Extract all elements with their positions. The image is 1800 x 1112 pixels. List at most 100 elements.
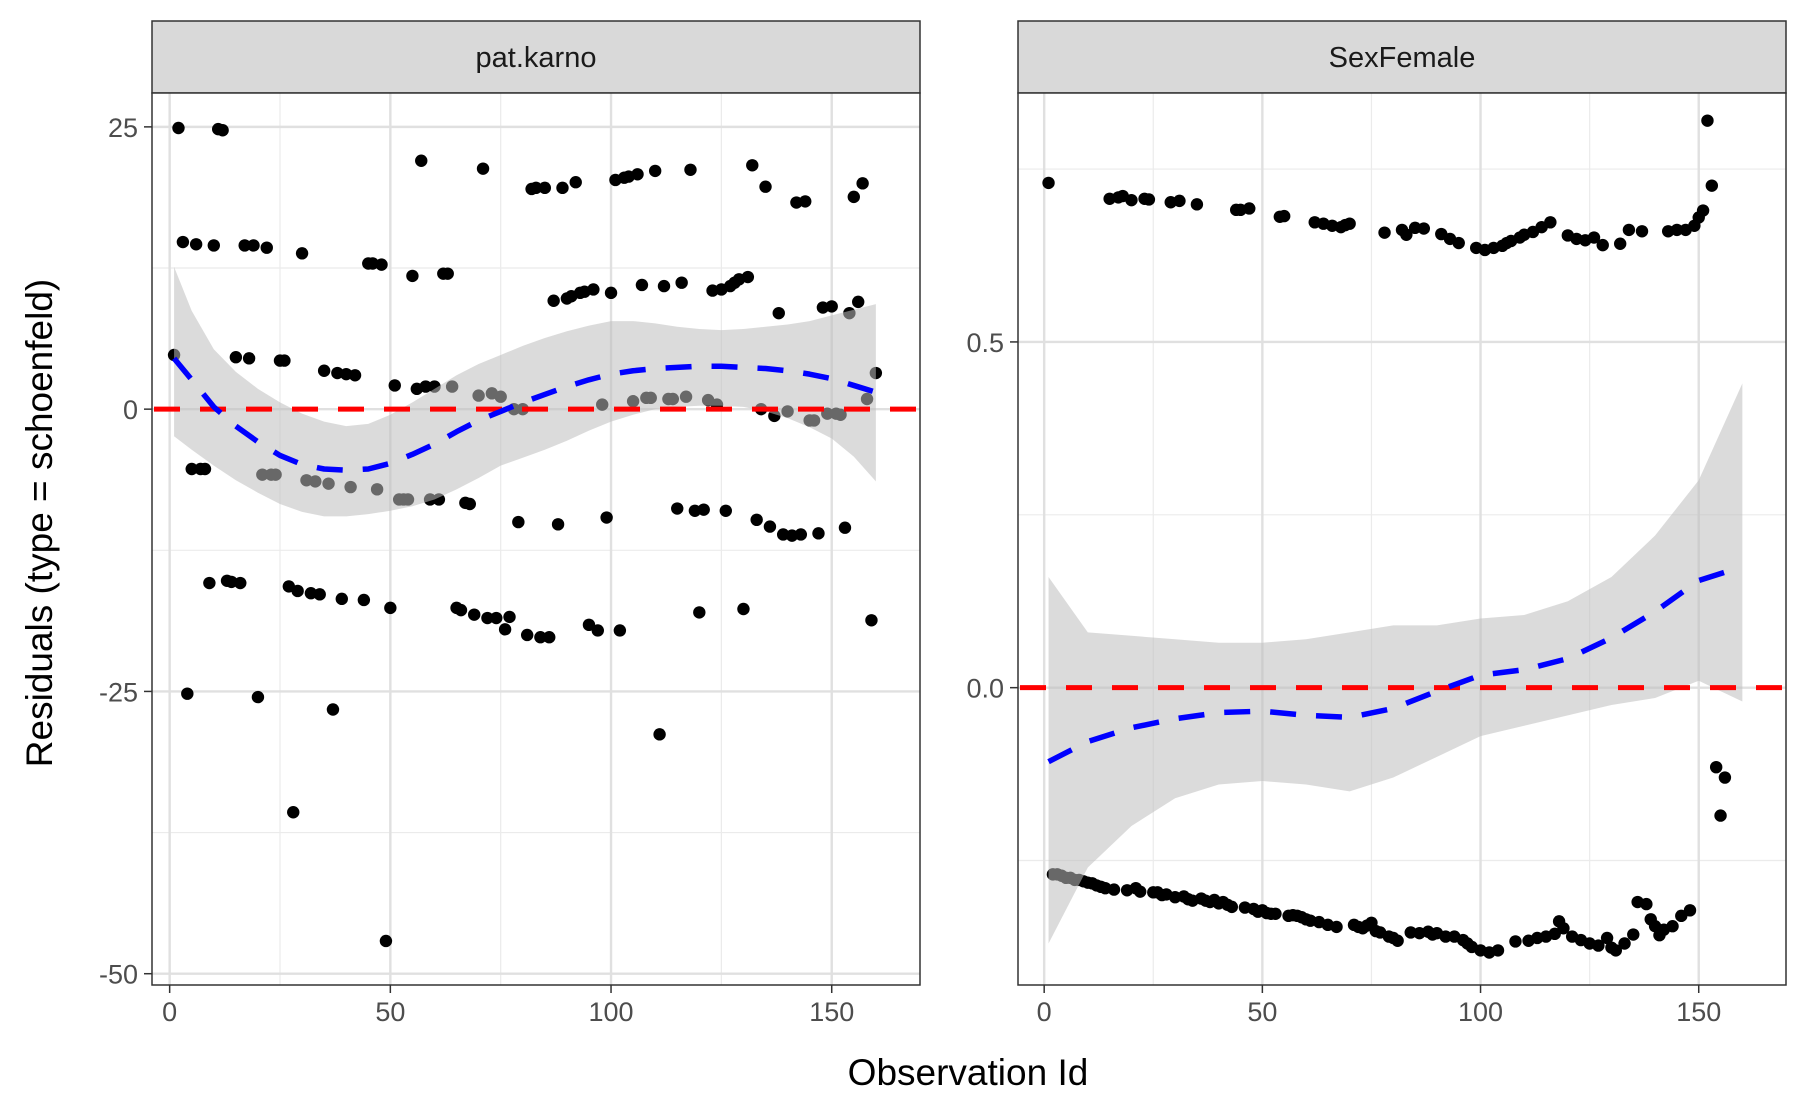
data-point [741, 270, 755, 284]
data-point [185, 462, 198, 476]
y-tick-label: 0.0 [966, 674, 1004, 704]
data-point [812, 527, 825, 540]
data-point [1627, 928, 1640, 941]
data-point [415, 154, 428, 167]
data-point [1718, 771, 1732, 784]
data-point [1705, 179, 1719, 192]
data-point [388, 379, 401, 392]
data-point [693, 606, 706, 619]
data-point [1701, 114, 1714, 127]
data-point [503, 610, 516, 624]
data-point [1277, 209, 1291, 223]
data-point [543, 631, 556, 644]
data-point [551, 518, 565, 531]
data-point [746, 159, 759, 172]
data-point [1596, 238, 1609, 252]
data-point [512, 515, 525, 529]
data-point [794, 528, 808, 541]
x-tick-label: 150 [809, 997, 854, 1027]
data-point [1666, 920, 1679, 933]
data-point [357, 593, 371, 607]
data-point [181, 687, 194, 700]
data-point [1133, 885, 1147, 898]
data-point [671, 502, 684, 515]
data-point [852, 295, 865, 309]
data-point [1400, 228, 1413, 241]
data-point [1640, 897, 1653, 911]
x-tick-label: 150 [1676, 997, 1721, 1027]
data-point [825, 300, 838, 313]
data-point [1107, 883, 1121, 896]
data-point [1269, 907, 1282, 920]
data-point [1670, 223, 1684, 237]
data-point [251, 690, 265, 704]
data-point [1618, 937, 1631, 950]
data-point [468, 608, 481, 621]
strip-title: SexFemale [1329, 42, 1476, 74]
data-point [591, 624, 604, 637]
data-point [534, 631, 547, 644]
data-point [1125, 193, 1138, 207]
data-point [172, 121, 185, 135]
data-point [238, 239, 251, 252]
panel-2: SexFemale 0 50 100 150 0.0 0.5 [966, 20, 1787, 1027]
data-point [653, 728, 666, 741]
data-point [772, 306, 785, 320]
panel-1: pat.karno 0 50 100 150 -50 -25 0 25 [99, 20, 921, 1027]
data-point [1142, 193, 1156, 206]
x-tick-label: 0 [162, 997, 177, 1027]
data-point [657, 279, 671, 293]
data-point [375, 258, 388, 271]
data-point [635, 278, 649, 292]
y-axis-title: Residuals (type = schoenfeld) [19, 279, 60, 767]
data-point [865, 614, 878, 627]
data-point [1330, 920, 1343, 934]
data-point [1452, 236, 1465, 250]
smooth-line [1047, 564, 1744, 765]
data-point [1491, 944, 1505, 957]
data-point [348, 369, 362, 382]
data-point [260, 241, 273, 254]
data-point [326, 703, 340, 716]
data-point [847, 190, 860, 204]
panels: pat.karno 0 50 100 150 -50 -25 0 25 SexFemale 0 50 1… [99, 20, 1787, 1027]
data-point [481, 611, 494, 625]
data-point [1173, 194, 1186, 208]
data-point [1190, 198, 1204, 211]
data-point [582, 618, 596, 632]
panel-border [1017, 92, 1787, 986]
x-tick-label: 50 [1247, 997, 1277, 1027]
data-point [799, 195, 812, 208]
data-point [604, 286, 618, 300]
x-tick-label: 0 [1037, 997, 1052, 1027]
data-point [1557, 922, 1570, 935]
data-point [1378, 226, 1391, 239]
confidence-ribbon [174, 266, 876, 517]
data-point [737, 602, 750, 616]
data-point [556, 181, 569, 195]
data-point [406, 269, 419, 283]
x-tick-label: 100 [1458, 997, 1503, 1027]
data-point [1683, 904, 1697, 917]
data-point [1509, 935, 1522, 948]
data-point [1696, 204, 1710, 217]
x-tick-label: 50 [375, 997, 405, 1027]
data-point [189, 238, 203, 251]
data-point [419, 380, 432, 393]
data-point [295, 247, 309, 260]
data-point [463, 497, 476, 511]
data-point [763, 520, 777, 533]
data-point [1609, 944, 1623, 957]
data-point [1225, 900, 1239, 914]
x-axis-title: Observation Id [848, 1052, 1089, 1093]
data-point [569, 176, 582, 189]
data-point [498, 623, 512, 636]
data-point [313, 588, 326, 601]
data-point [697, 503, 710, 516]
confidence-ribbon [1048, 383, 1743, 944]
data-point [247, 239, 260, 252]
data-point [520, 628, 534, 642]
y-tick-label: 25 [108, 113, 138, 143]
x-tick-label: 100 [589, 997, 634, 1027]
